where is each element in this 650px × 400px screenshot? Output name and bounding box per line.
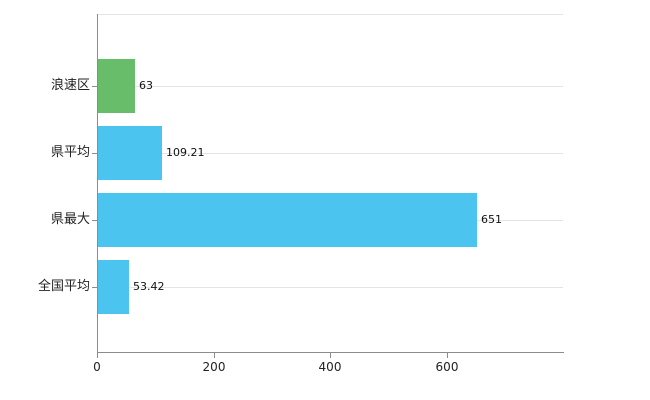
y-axis-line bbox=[97, 14, 98, 352]
x-axis-line bbox=[97, 352, 564, 353]
bar-value-label: 63 bbox=[139, 79, 153, 92]
category-label: 全国平均 bbox=[37, 279, 90, 294]
gridline bbox=[97, 287, 563, 288]
category-label: 浪速区 bbox=[50, 78, 90, 93]
x-tick-label: 400 bbox=[318, 360, 342, 374]
x-tick-mark bbox=[214, 353, 215, 358]
y-tick-mark bbox=[92, 220, 97, 221]
x-tick-label: 200 bbox=[202, 360, 226, 374]
x-tick-mark bbox=[97, 353, 98, 358]
x-tick-mark bbox=[330, 353, 331, 358]
x-tick-label: 600 bbox=[435, 360, 459, 374]
bar-value-label: 53.42 bbox=[133, 280, 165, 293]
gridline bbox=[97, 86, 563, 87]
category-label: 県平均 bbox=[50, 145, 90, 160]
gridline bbox=[97, 153, 563, 154]
y-tick-mark bbox=[92, 86, 97, 87]
bar-value-label: 109.21 bbox=[166, 146, 205, 159]
bar-value-label: 651 bbox=[481, 213, 502, 226]
x-tick-mark bbox=[447, 353, 448, 358]
x-tick-label: 0 bbox=[93, 360, 101, 374]
plot-top-gridline bbox=[97, 14, 563, 15]
bar bbox=[98, 59, 135, 113]
bar bbox=[98, 260, 129, 314]
y-tick-mark bbox=[92, 153, 97, 154]
bar bbox=[98, 126, 162, 180]
y-tick-mark bbox=[92, 287, 97, 288]
bar bbox=[98, 193, 477, 247]
category-label: 県最大 bbox=[50, 212, 90, 227]
